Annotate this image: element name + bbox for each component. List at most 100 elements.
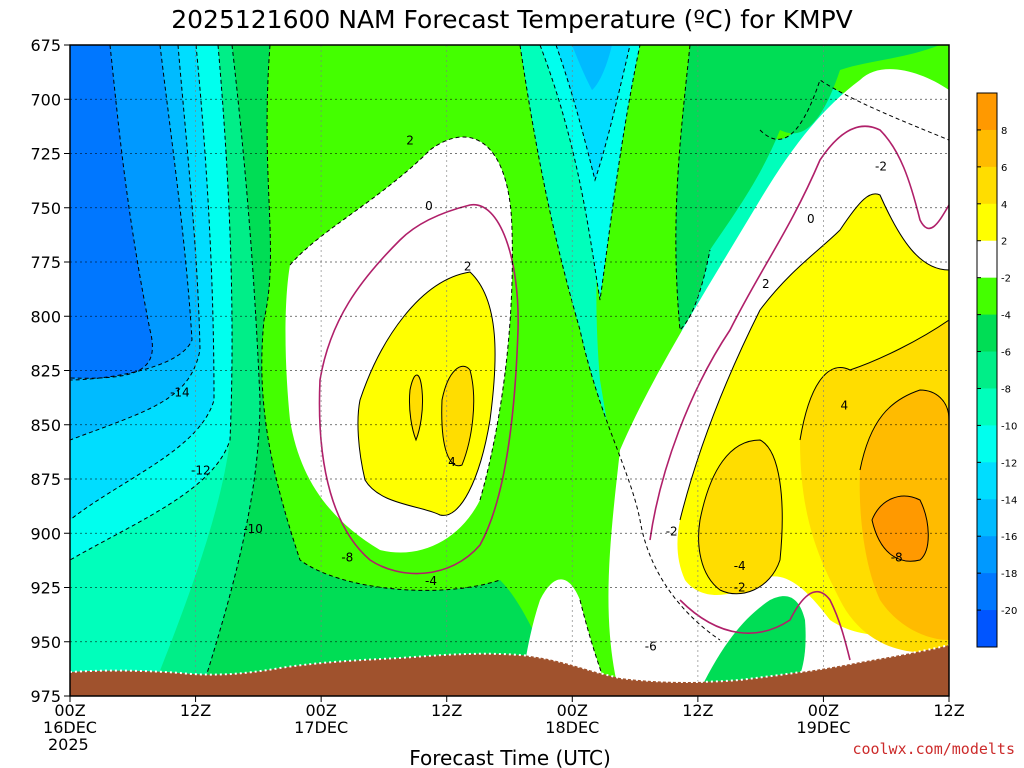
contour-2-left [357,271,496,516]
colorbar-swatch [977,240,997,279]
band-minus-18 [70,45,192,380]
grid-lines [70,45,949,696]
freezing-contour-right [649,125,949,541]
chart-title: 2025121600 NAM Forecast Temperature (ºC)… [171,5,853,34]
y-tick-label: 750 [30,199,61,218]
band-4-left-small [409,375,423,440]
colorbar-tick-label: 4 [1001,200,1007,211]
y-tick-label: 825 [30,362,61,381]
contour-minus-4-right [759,79,949,141]
contour-label: -8 [891,550,903,564]
contour-label: 4 [448,455,456,469]
contour-6-right [859,389,949,471]
x-tick-label-line2: 17DEC [294,718,348,737]
colorbar-tick-label: -12 [1001,458,1017,469]
colorbar-tick-label: -4 [1001,311,1011,322]
contour-minus-6-mid [539,45,641,301]
x-tick-label-line1: 00Z [54,701,85,720]
band-minus-16 [70,45,200,440]
contour-minus-16 [70,45,193,381]
contour-minus-14 [70,45,201,441]
band-minus-6-bottom [700,596,806,696]
x-tick-label-line2: 19DEC [796,718,850,737]
contour-minus-18 [70,45,153,379]
y-tick-label: 925 [30,579,61,598]
contour-label: 2 [464,260,472,274]
colorbar-swatch [977,462,997,500]
colorbar-tick-label: 6 [1001,163,1007,174]
x-tick-label-line1: 12Z [933,701,964,720]
contour-8-right [871,495,929,562]
colorbar-swatch [977,277,997,316]
colorbar-tick-label: -8 [1001,384,1011,395]
band-minus-8 [150,45,260,696]
colorbar-swatch [977,314,997,353]
contour-label: 4 [841,398,849,412]
colorbar-swatch [977,425,997,463]
contour-minus-4-mid [519,45,721,641]
x-tick-label-line1: 00Z [808,701,839,720]
colorbar-tick-label: 8 [1001,126,1007,137]
x-tick-label-line1: 12Z [682,701,713,720]
colorbar-swatch [977,351,997,389]
y-tick-label: 725 [30,145,61,164]
band-minus-6-right [675,45,940,330]
colorbar-swatch [977,166,997,205]
y-tick-label: 950 [30,633,61,652]
y-tick-label: 800 [30,307,61,326]
contour-minus-8-mid [555,45,631,182]
x-tick-label-line1: 12Z [180,701,211,720]
band-8-right [872,496,929,562]
colorbar-swatch [977,610,997,648]
colorbar-tick-label: -18 [1001,569,1017,580]
x-tick-label-line1: 00Z [557,701,588,720]
colorbar-swatch [977,388,997,426]
terrain-edge [70,644,949,684]
colorbar-tick-label: -10 [1001,421,1017,432]
contour-4-right-2 [799,319,949,441]
y-tick-label: 875 [30,470,61,489]
y-tick-label: 775 [30,253,61,272]
x-tick-label-line1: 12Z [431,701,462,720]
contour-label: 2 [762,277,770,291]
colorbar-tick-label: -2 [1001,274,1011,285]
colorbar-frame [976,92,998,648]
x-tick-label-line3: 2025 [48,735,89,754]
x-tick-label-line2: 16DEC [43,718,97,737]
colorbar-swatch [977,93,997,131]
band-minus-12-mid [540,45,640,300]
freezing-contour-right-2 [679,591,851,661]
positive-contour-lines [357,193,949,595]
contour-label: -4 [425,574,437,588]
contour-4-left [441,365,475,467]
colorbar-tick-label: -6 [1001,348,1011,359]
colorbar-swatch [977,203,997,242]
contour-label: 0 [425,199,433,213]
freezing-contour-left [318,204,519,575]
contour-4-right [698,439,783,595]
band-minus-14-mid [556,45,630,180]
freezing-contours [318,125,949,661]
colorbar-swatch [977,573,997,611]
colorbar-swatch [977,129,997,168]
band-4-left [441,366,474,466]
contour-minus-8 [199,45,261,696]
credit-text: coolwx.com/modelts [852,740,1015,758]
y-tick-label: 700 [30,90,61,109]
y-tick-label: 675 [30,36,61,55]
contour-labels: 2 0 2 4 -14 -12 -10 -8 -4 -2 -6 -2 -4 2 0 -2 4 -8 [170,134,903,654]
contour-label: -8 [341,550,353,564]
contour-minus-4 [289,136,513,501]
band-minus-20 [70,45,153,379]
contour-label: -2 [875,160,887,174]
colorbar: -20 -18 -16 -14 -12 -10 -8 -6 -4 -2 2 4 6 8 [976,92,1017,648]
y-tick-label: 850 [30,416,61,435]
colorbar-swatch [977,536,997,574]
contour-minus-6 [261,45,501,591]
x-tick-label-line2: 18DEC [545,718,599,737]
y-tick-label: 900 [30,524,61,543]
contour-lines [70,45,949,696]
contour-4-left-small [409,374,423,442]
